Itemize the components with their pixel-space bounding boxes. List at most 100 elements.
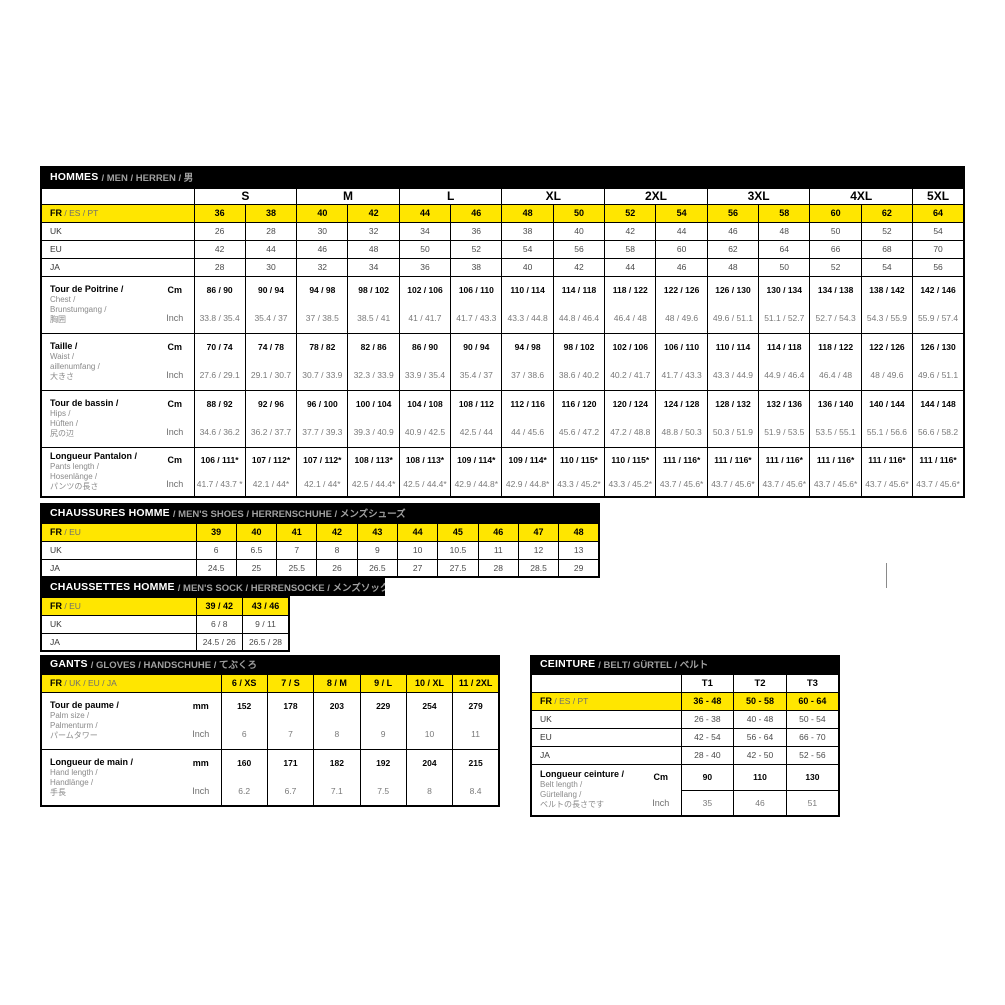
chest-inch-row: Inch 33.8 / 35.4 35.4 / 37 37 / 38.5 38.5 /… [41,304,965,334]
cell: 120 / 124 [604,389,657,418]
cell: 52 [450,239,503,259]
cell: 42 - 54 [680,727,735,747]
table-title-rest: / GLOVES / HANDSCHUHE / てぶくろ [90,660,258,671]
cell: 204 [405,748,454,777]
row-label-eu: EU [530,727,682,747]
cell: 92 / 96 [244,389,298,418]
row-label-uk: UK [530,709,682,729]
cell: 54 [501,239,554,259]
cell: 108 / 113* [347,446,400,472]
cell: 47 [517,522,560,542]
cell: 229 [359,691,407,720]
unit-cm: Cm [156,389,195,418]
cell: 7 [266,720,315,750]
cell: 132 / 136 [758,389,811,418]
cell: 48 [758,221,811,241]
mens-socks-table: CHAUSSETTES HOMME / MEN'S SOCK / HERRENS… [40,578,385,652]
cell: 28 [477,558,519,578]
cell: 34 [347,257,400,277]
eu-row: EU 42 - 54 56 - 64 66 - 70 [530,727,840,747]
cell: 43.3 / 44.9 [706,361,760,391]
cell: 42 [316,522,358,542]
label-uk-eu-ja: / UK / EU / JA [62,678,117,689]
cell: 6 [220,720,268,750]
size-group-header: 2XL [604,187,708,205]
label-fr-text: Tour de Poitrine / [50,284,124,295]
cell: 42 [604,221,657,241]
row-label-fr-es-pt: FR / ES / PT [40,203,195,223]
cell: 122 / 126 [860,332,914,361]
cell: 10 / XL [405,673,454,693]
cell: 26.5 / 28 [242,632,290,652]
palm-size-measurement-label: Tour de paume / Palm size / Palmenturm /… [40,691,182,750]
cell: 55.1 / 56.6 [860,418,914,448]
cell: 109 / 114* [501,446,554,472]
cell: 43.7 / 45.6* [758,472,811,498]
cell: 11 / 2XL [452,673,500,693]
cell: 35 [680,789,735,817]
gloves-title-bar: GANTS / GLOVES / HANDSCHUHE / てぶくろ [40,655,500,673]
cell: 106 / 111* [193,446,246,472]
cell: 30.7 / 33.9 [296,361,349,391]
cell: 43.3 / 45.2* [552,472,606,498]
cell: 46 [477,522,519,542]
label-ja-text: パームタワー [50,730,98,740]
cell: 8 [405,777,454,807]
cell: 26.5 [356,558,398,578]
hommes-table: S M L XL 2XL 3XL 4XL 5XL FR / ES / PT 36 38 40 42 4… [40,187,965,498]
cell: 43.3 / 44.8 [501,304,554,334]
cell: 110 / 115* [552,446,606,472]
cell: 50 - 58 [733,691,787,711]
label-fr-text: Tour de bassin / [50,398,119,409]
cell: 44 [655,221,708,241]
fr-eu-row: FR / EU 39 / 42 43 / 46 [40,596,290,616]
cell: 102 / 106 [604,332,657,361]
fr-es-pt-row: FR / ES / PT 36 - 48 50 - 58 60 - 64 [530,691,840,711]
cell: 182 [313,748,361,777]
cell: 109 / 114* [450,446,503,472]
cell: 50.3 / 51.9 [706,418,760,448]
cell: 9 / 11 [242,614,290,634]
pants-length-measurement-label: Longueur Pantalon / Pants length / Hosen… [40,446,157,498]
cell: 56 [552,239,606,259]
cell: 52.7 / 54.3 [809,304,862,334]
uk-row: UK 26 - 38 40 - 48 50 - 54 [530,709,840,729]
cell: 130 [785,763,840,791]
cell: 36 [450,221,503,241]
row-label-uk: UK [40,614,197,634]
mens-shoes-table: CHAUSSURES HOMME / MEN'S SHOES / HERRENS… [40,503,600,578]
unit-inch: Inch [156,361,195,391]
cell: 8 [313,720,361,750]
table-title-rest: / MEN'S SHOES / HERRENSCHUHE / メンズシューズ [172,508,406,520]
label-de-text: Handlänge / [50,777,94,787]
cell: T2 [733,673,787,693]
cell: 38 [450,257,503,277]
cell: 108 / 113* [398,446,452,472]
label-ja-text: パンツの長さ [50,482,99,492]
cell: 86 / 90 [398,332,452,361]
cell: 36 [398,257,452,277]
cell: 32 [347,221,400,241]
hand-length-mm-row: Longueur de main / Hand length / Handlän… [40,748,500,807]
label-fr-text: Tour de paume / [50,700,119,711]
cell: 111 / 116* [655,446,708,472]
cell: 88 / 92 [193,389,246,418]
row-label-eu: EU [40,239,195,259]
cell: 107 / 112* [244,446,298,472]
cell: 13 [558,540,600,560]
waist-inch-row: Inch 27.6 / 29.1 29.1 / 30.7 30.7 / 33.9 32… [41,361,965,391]
cell: 48 / 49.6 [655,304,708,334]
table-title-rest: / MEN / HERREN / 男 [101,172,194,184]
cell: 128 / 132 [706,389,760,418]
cell: 192 [359,748,407,777]
cell: 58 [758,203,811,223]
cell: 38.6 / 40.2 [552,361,606,391]
label-fr-text: Longueur ceinture / [540,769,625,780]
cell: 50 [758,257,811,277]
label-en-text: Waist / [50,351,75,361]
shoes-title-bar: CHAUSSURES HOMME / MEN'S SHOES / HERRENS… [40,503,600,522]
waist-measurement-label: Taille / Waist / aillenumfang / 大きさ [40,332,157,391]
gloves-table-container: GANTS / GLOVES / HANDSCHUHE / てぶくろ FR / … [40,655,500,807]
empty-corner-cell [40,187,195,205]
cell: 124 / 128 [655,389,708,418]
